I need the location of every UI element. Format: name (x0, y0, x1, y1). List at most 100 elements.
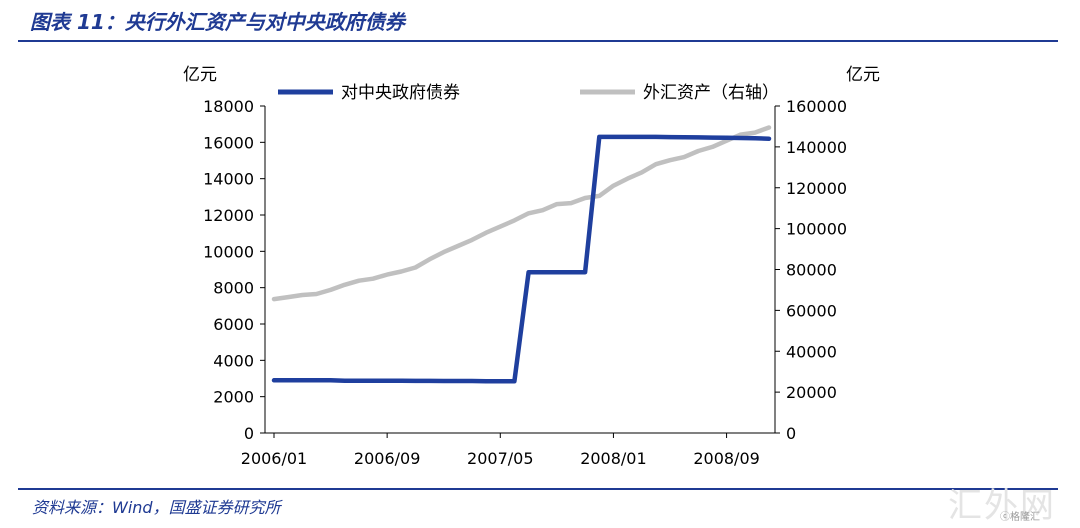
fx-assets-point (358, 280, 360, 282)
footer-divider (18, 488, 1058, 490)
govt-bonds-point (641, 136, 643, 138)
govt-bonds-point (768, 138, 770, 140)
right-axis-unit: 亿元 (846, 65, 880, 85)
right-axis-tick-label: 100000 (786, 220, 847, 239)
right-axis-tick-label: 40000 (786, 342, 837, 361)
govt-bonds-point (584, 271, 586, 273)
fx-assets-point (655, 163, 657, 165)
right-axis-tick-label: 60000 (786, 301, 837, 320)
govt-bonds-point (711, 137, 714, 139)
source-note: 资料来源：Wind，国盛证券研究所 (32, 498, 281, 517)
x-axis-tick-label: 2008/01 (580, 449, 646, 468)
left-axis-tick-label: 16000 (203, 133, 254, 152)
fx-assets-point (556, 203, 558, 205)
govt-bonds-point (330, 379, 332, 381)
govt-bonds-point (740, 137, 742, 139)
fx-assets-point (740, 134, 742, 136)
govt-bonds-point (754, 137, 756, 139)
left-axis-tick-label: 4000 (213, 351, 254, 370)
govt-bonds-point (499, 380, 501, 382)
x-axis-tick-label: 2006/09 (354, 449, 420, 468)
fx-assets-point (711, 146, 714, 148)
govt-bonds-point (570, 271, 572, 273)
fx-assets-point (273, 298, 275, 300)
right-axis-tick-label: 120000 (786, 179, 847, 198)
fx-assets-point (683, 156, 685, 158)
fx-assets-point (287, 296, 289, 298)
govt-bonds-point (471, 380, 473, 382)
left-axis-unit: 亿元 (183, 65, 217, 85)
fx-assets-point (499, 226, 501, 228)
left-axis-tick-label: 0 (244, 424, 254, 443)
govt-bonds-point (414, 380, 416, 382)
fx-assets-point (669, 159, 671, 161)
fx-assets-point (301, 294, 303, 296)
legend-label-govt-bonds: 对中央政府债券 (341, 83, 460, 103)
govt-bonds-point (457, 380, 459, 382)
left-axis-tick-label: 8000 (213, 279, 254, 298)
govt-bonds-point (528, 271, 530, 273)
x-axis-tick-label: 2007/05 (467, 449, 533, 468)
fx-assets-point (414, 266, 416, 269)
govt-bonds-point (556, 271, 558, 273)
govt-bonds-point (443, 380, 445, 382)
govt-bonds-point (513, 380, 516, 382)
watermark: 汇外网 (948, 486, 1056, 526)
fx-assets-point (641, 171, 643, 173)
fx-assets-point (429, 258, 431, 260)
govt-bonds-point (542, 271, 544, 273)
series-line-govt-bonds (271, 134, 772, 384)
right-axis-tick-label: 160000 (786, 97, 847, 116)
govt-bonds-point (669, 136, 671, 138)
govt-bonds-point (655, 136, 657, 138)
right-axis-tick-label: 20000 (786, 383, 837, 402)
fx-assets-point (457, 245, 459, 247)
figure-title: 图表 11：央行外汇资产与对中央政府债券 (30, 10, 405, 34)
fx-assets-point (768, 126, 770, 129)
fx-assets-point (697, 150, 699, 152)
govt-bonds-point (344, 380, 346, 382)
left-axis-tick-label: 10000 (203, 242, 254, 261)
fx-assets-point (612, 185, 615, 187)
govt-bonds-point (612, 136, 615, 138)
govt-bonds-point (598, 136, 600, 138)
fx-assets-point (598, 195, 600, 197)
fx-assets-point (471, 239, 473, 241)
fx-assets-point (542, 209, 544, 211)
govt-bonds-point (358, 380, 360, 382)
fx-assets-point (344, 284, 346, 286)
watermark-badge: ⓒ格隆汇 (1000, 512, 1040, 523)
fx-assets-point (570, 202, 572, 204)
x-axis-tick-label: 2006/01 (241, 449, 307, 468)
left-axis-tick-label: 12000 (203, 206, 254, 225)
govt-bonds-point (683, 136, 685, 138)
govt-bonds-point (386, 380, 388, 382)
fx-assets-point (386, 274, 388, 276)
left-axis-tick-label: 14000 (203, 170, 254, 189)
fx-assets-point (584, 197, 586, 199)
x-axis-tick-label: 2008/09 (693, 449, 759, 468)
fx-assets-point (528, 212, 530, 214)
fx-assets-point (443, 251, 445, 253)
series-line-fx-assets (271, 125, 772, 302)
govt-bonds-point (273, 379, 275, 381)
right-axis-tick-label: 0 (786, 424, 796, 443)
legend-label-fx-assets: 外汇资产（右轴） (643, 83, 779, 103)
fx-assets-point (513, 219, 516, 221)
left-axis-tick-label: 6000 (213, 315, 254, 334)
fx-assets-point (330, 289, 332, 291)
fx-assets-point (372, 278, 374, 280)
right-axis-tick-label: 140000 (786, 138, 847, 157)
fx-assets-point (726, 140, 728, 142)
title-divider (18, 40, 1058, 42)
govt-bonds-point (485, 380, 487, 382)
left-axis-tick-label: 2000 (213, 388, 254, 407)
left-axis-tick-label: 18000 (203, 97, 254, 116)
fx-assets-point (485, 232, 487, 234)
fx-assets-point (400, 270, 402, 273)
fx-assets-point (754, 132, 756, 134)
govt-bonds-point (372, 380, 374, 382)
govt-bonds-point (726, 137, 728, 139)
right-axis-tick-label: 80000 (786, 261, 837, 280)
